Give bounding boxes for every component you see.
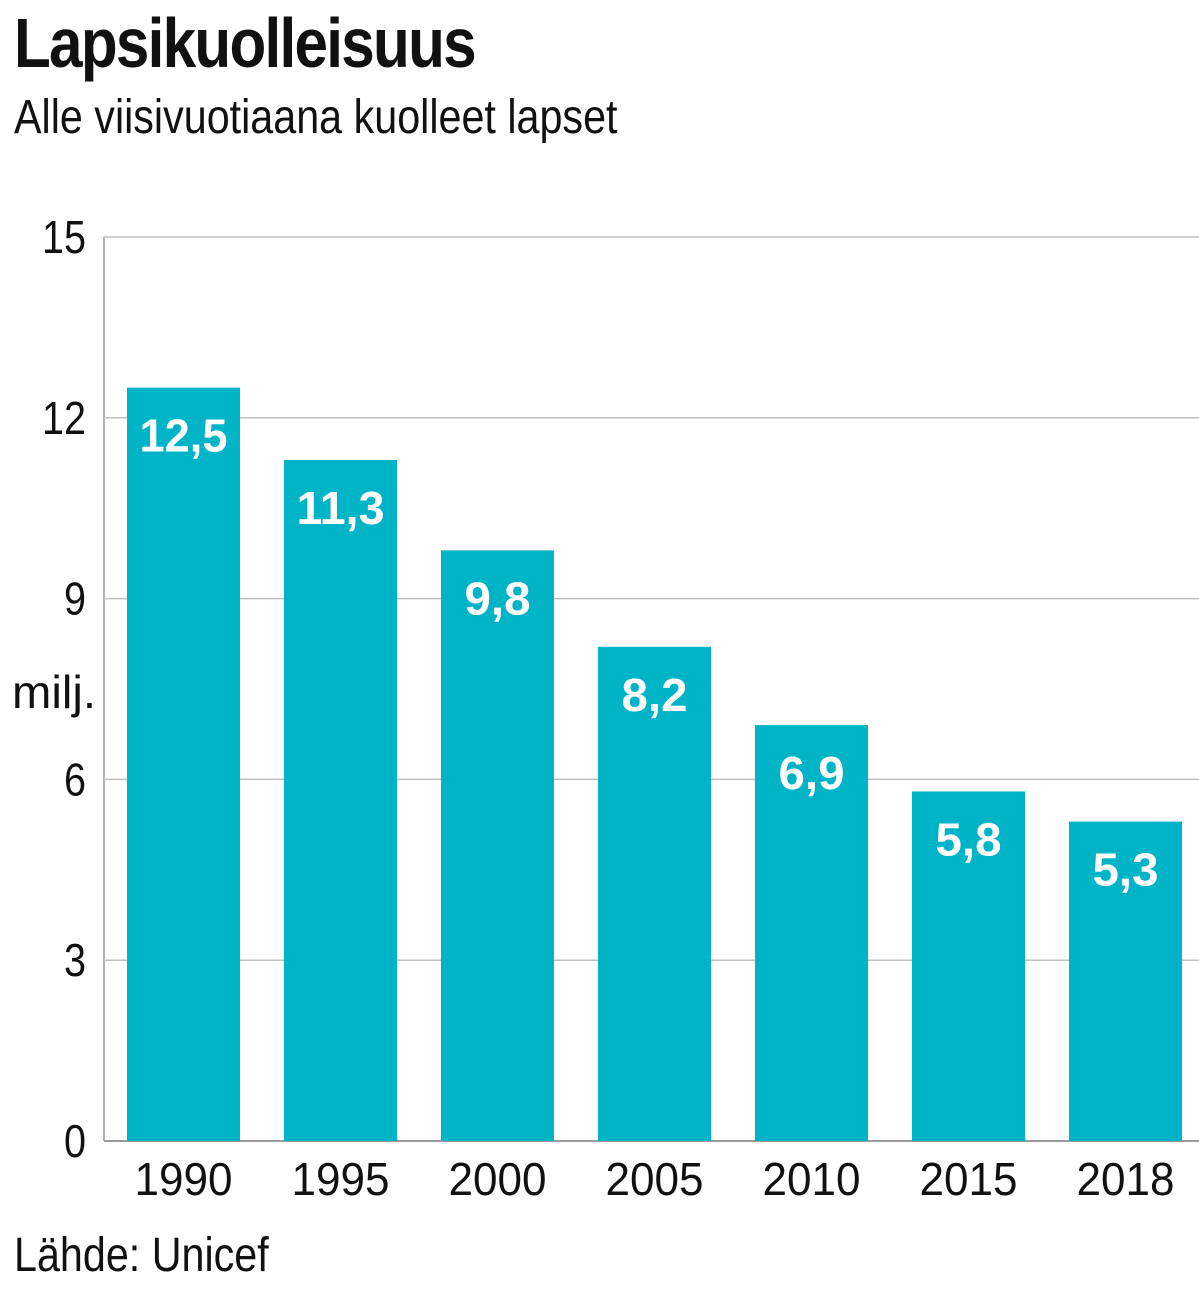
bar-value-label: 5,8 [936,813,1002,865]
x-tick-label: 2018 [1077,1153,1175,1205]
labels: 0 3 6 9 12 15 milj. 12,5 1990 11,3 1995 9,8 2000 8,2 2… [12,211,1175,1205]
y-tick-label: 3 [64,934,86,986]
bar-1990 [127,387,240,1142]
y-tick-label: 9 [64,573,86,625]
x-tick-label: 1995 [292,1153,390,1205]
bar-value-label: 9,8 [465,572,531,624]
x-tick-label: 2000 [449,1153,547,1205]
x-tick-label: 1990 [135,1153,233,1205]
bar-2000 [441,550,554,1141]
bar-value-label: 12,5 [140,410,228,462]
y-tick-label: 0 [64,1115,86,1167]
bar-value-label: 8,2 [622,669,688,721]
y-tick-label: 15 [42,211,86,263]
bars [127,387,1182,1142]
bar-2005 [598,646,711,1141]
bar-2010 [755,725,868,1141]
bar-value-label: 11,3 [297,482,385,534]
bar-1995 [284,459,397,1141]
y-tick-label: 6 [64,753,86,805]
x-tick-label: 2015 [920,1153,1018,1205]
bar-2015 [912,791,1025,1141]
chart-title: Lapsikuolleisuus [14,4,477,82]
bar-value-label: 5,3 [1093,844,1159,896]
x-tick-label: 2005 [606,1153,704,1205]
x-tick-label: 2010 [763,1153,861,1205]
bar-value-label: 6,9 [779,747,845,799]
source-note: Lähde: Unicef [14,1229,269,1282]
chart-subtitle: Alle viisivuotiaana kuolleet lapset [14,91,618,144]
y-axis-label: milj. [12,666,96,718]
bar-2018 [1069,821,1182,1141]
y-tick-label: 12 [42,392,86,444]
